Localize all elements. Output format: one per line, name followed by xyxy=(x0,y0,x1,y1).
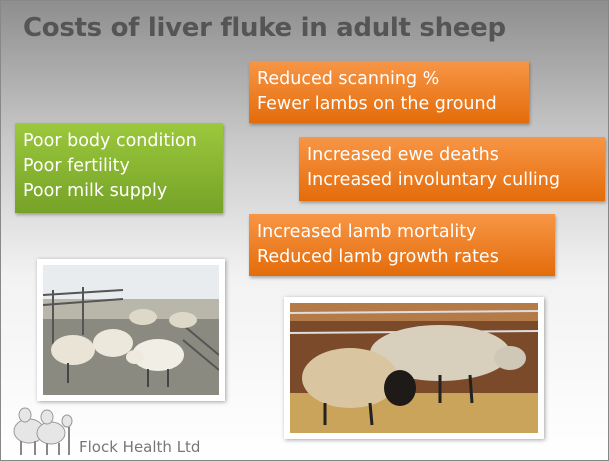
box-line: Reduced scanning % xyxy=(257,67,521,92)
photo xyxy=(284,297,544,439)
text-box: Increased lamb mortality Reduced lamb gr… xyxy=(249,214,555,276)
box-line: Increased involuntary culling xyxy=(307,168,597,193)
text-box: Poor body condition Poor fertility Poor … xyxy=(15,123,223,213)
sheep-pen-image xyxy=(43,265,219,395)
slide-title: Costs of liver fluke in adult sheep xyxy=(23,13,506,43)
text-box: Increased ewe deaths Increased involunta… xyxy=(299,137,605,201)
photo xyxy=(37,259,225,401)
box-line: Reduced lamb growth rates xyxy=(257,245,547,270)
box-line: Increased ewe deaths xyxy=(307,143,597,168)
box-line: Poor milk supply xyxy=(23,179,215,204)
logo-icon xyxy=(9,403,77,457)
box-line: Fewer lambs on the ground xyxy=(257,92,521,117)
text-box: Reduced scanning % Fewer lambs on the gr… xyxy=(249,61,529,123)
slide: Costs of liver fluke in adult sheep Redu… xyxy=(0,0,609,461)
footer-text: Flock Health Ltd xyxy=(79,438,200,456)
box-line: Increased lamb mortality xyxy=(257,220,547,245)
box-line: Poor body condition xyxy=(23,129,215,154)
box-line: Poor fertility xyxy=(23,154,215,179)
sheep-barn-image xyxy=(290,303,538,433)
